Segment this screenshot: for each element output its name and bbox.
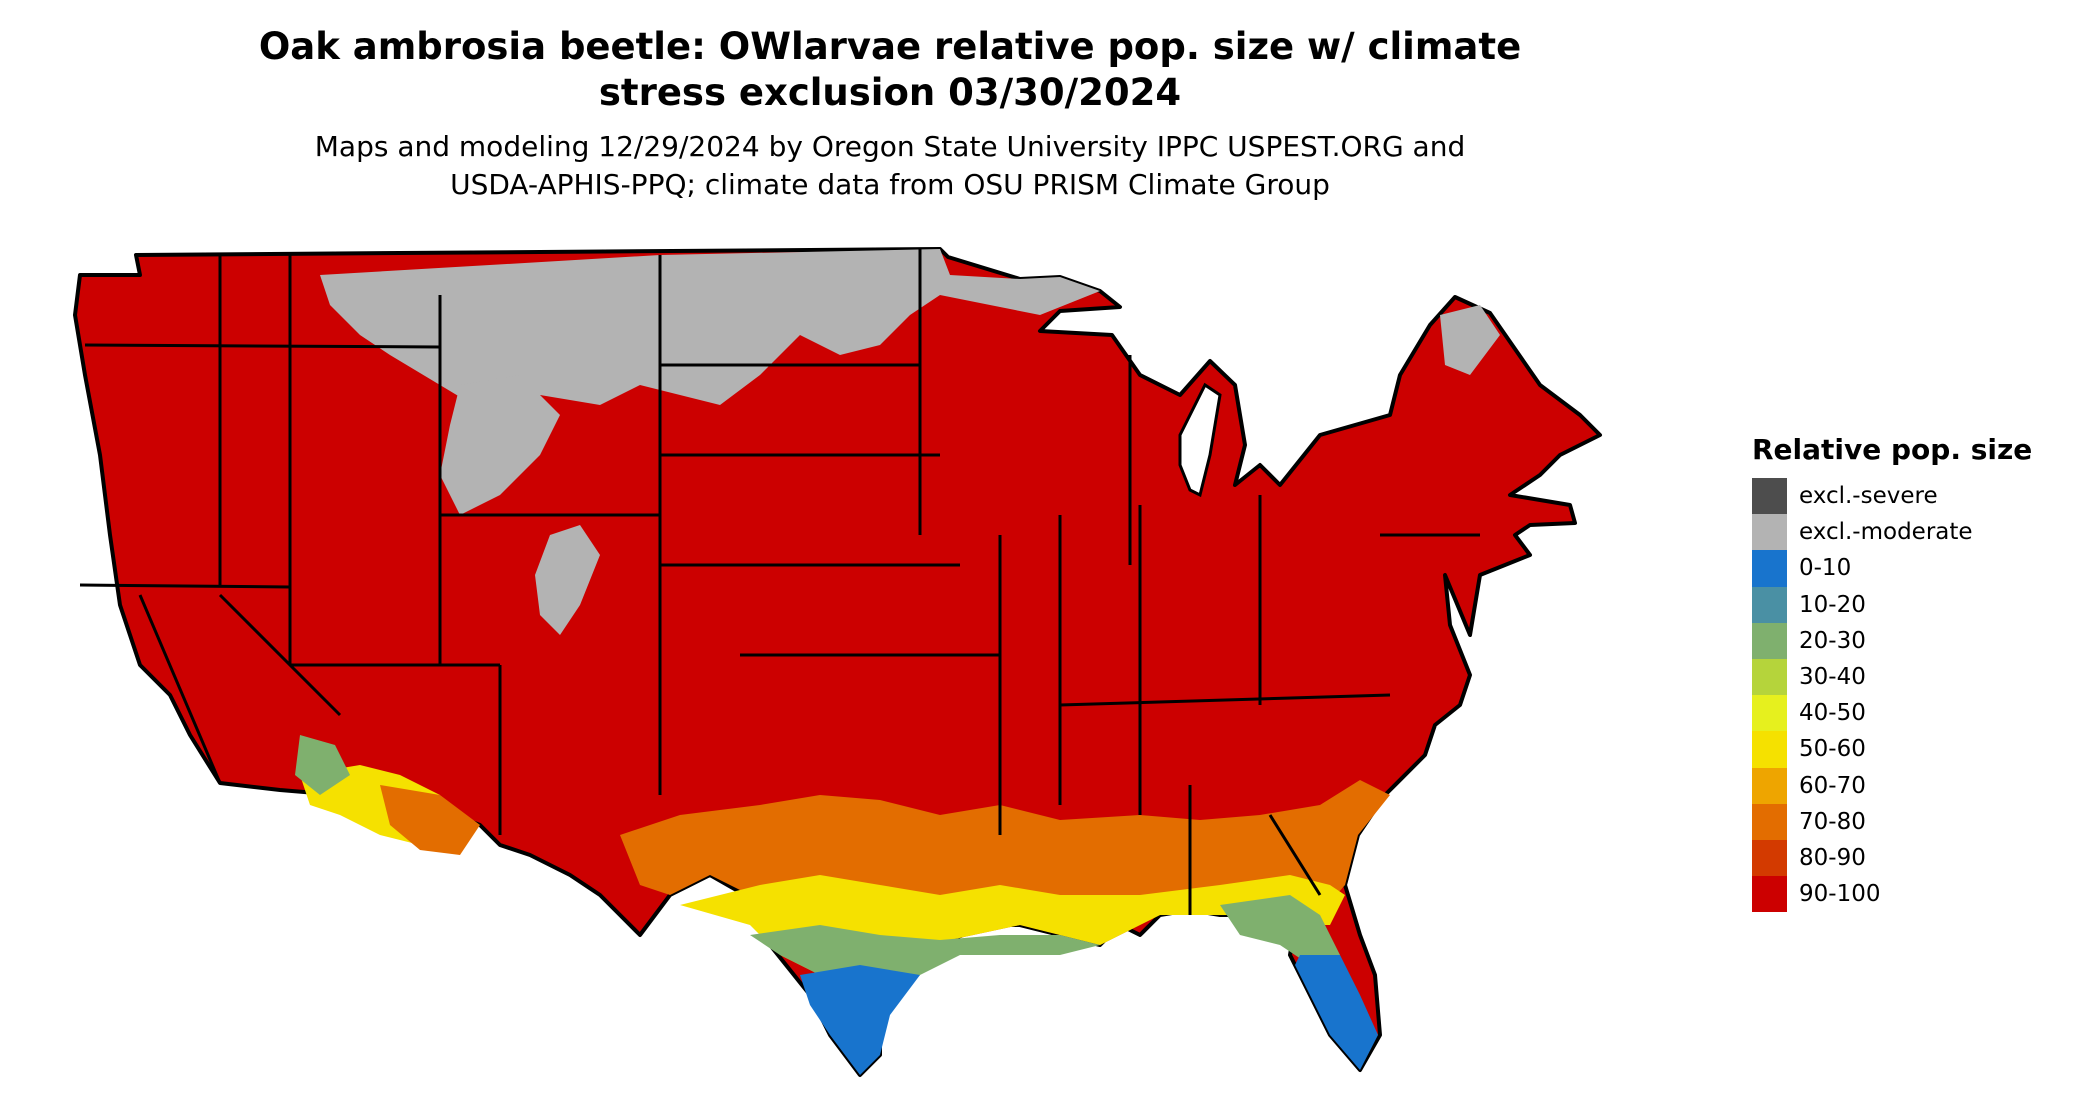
legend-swatch (1752, 586, 1787, 623)
subtitle-line-2: USDA-APHIS-PPQ; climate data from OSU PR… (450, 168, 1330, 201)
legend-item: 10-20 (1752, 586, 2032, 623)
legend-label: 60-70 (1799, 772, 1866, 799)
legend-swatch (1752, 695, 1787, 732)
gray-exclusion-colorado (535, 525, 600, 635)
legend-swatch (1752, 839, 1787, 877)
us-map (73, 247, 1602, 1077)
legend-swatch (1752, 514, 1787, 551)
legend-swatch (1752, 767, 1787, 804)
zone-southwest-green (295, 735, 350, 795)
legend-label: 50-60 (1799, 736, 1866, 763)
legend-swatch (1752, 658, 1787, 696)
legend: Relative pop. size excl.-severe excl.-mod… (1752, 432, 2033, 913)
lake-michigan (1178, 382, 1222, 498)
zone-southwest-orange (380, 785, 480, 855)
legend-item: 80-90 (1752, 839, 2032, 877)
legend-label: 80-90 (1799, 844, 1866, 871)
subtitle-line-1: Maps and modeling 12/29/2024 by Oregon S… (314, 130, 1466, 163)
legend-label: 20-30 (1799, 627, 1866, 654)
legend-title: Relative pop. size (1752, 433, 2033, 466)
legend-item: 20-30 (1752, 622, 2032, 659)
legend-item: excl.-moderate (1752, 514, 2032, 551)
legend-label: 0-10 (1799, 555, 1852, 582)
zone-0-10-florida (1295, 955, 1378, 1070)
legend-item: 70-80 (1752, 803, 2032, 840)
gray-exclusion-wyoming (440, 375, 560, 515)
title-line-1: Oak ambrosia beetle: OWlarvae relative p… (258, 25, 1522, 68)
legend-item: 30-40 (1752, 658, 2032, 696)
legend-swatch (1752, 876, 1787, 913)
zone-0-10-texas (800, 965, 920, 1075)
legend-label: 70-80 (1799, 808, 1866, 835)
legend-item: 50-60 (1752, 731, 2032, 768)
legend-swatch (1752, 731, 1787, 768)
zone-20-30 (750, 925, 1100, 1005)
legend-item: 90-100 (1752, 876, 2032, 913)
legend-label: 40-50 (1799, 700, 1866, 727)
map-subtitle: Maps and modeling 12/29/2024 by Oregon S… (200, 128, 1580, 204)
zone-20-30-florida (1220, 895, 1340, 965)
legend-item: 40-50 (1752, 695, 2032, 732)
legend-item: excl.-severe (1752, 478, 2032, 515)
legend-item: 60-70 (1752, 767, 2032, 804)
legend-swatch (1752, 478, 1787, 515)
gray-exclusion-north (320, 249, 1100, 415)
legend-items: excl.-severe excl.-moderate 0-10 10-20 20-30… (1752, 478, 2032, 913)
legend-label: excl.-moderate (1799, 519, 1973, 546)
legend-swatch (1752, 550, 1787, 587)
legend-label: 90-100 (1799, 881, 1881, 908)
legend-label: 10-20 (1799, 591, 1866, 618)
gray-exclusion-maine (1440, 305, 1500, 375)
legend-label: 30-40 (1799, 664, 1866, 691)
title-line-2: stress exclusion 03/30/2024 (598, 71, 1182, 114)
state-borders (79, 249, 1480, 915)
legend-swatch (1752, 803, 1787, 840)
map-title: Oak ambrosia beetle: OWlarvae relative p… (200, 24, 1580, 116)
legend-label: excl.-severe (1799, 483, 1938, 510)
legend-item: 0-10 (1752, 550, 2032, 587)
legend-swatch (1752, 622, 1787, 659)
